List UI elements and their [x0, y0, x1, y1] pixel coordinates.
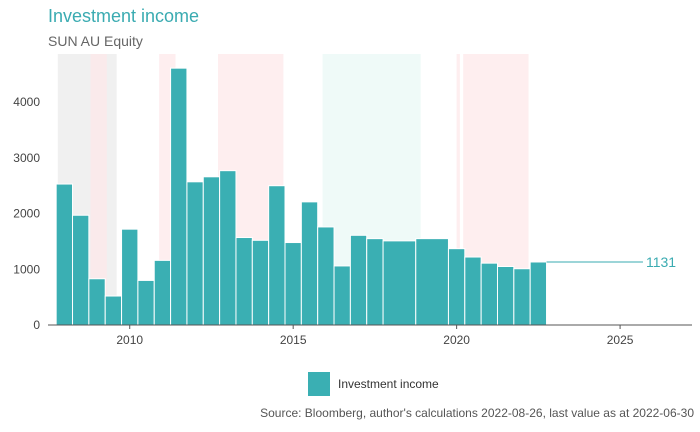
legend-swatch: [308, 372, 330, 396]
bar-3: [88, 278, 106, 326]
bar-2: [72, 214, 90, 326]
bar-28: [529, 261, 548, 326]
bar-1: [55, 183, 74, 326]
bar-23: [447, 248, 466, 326]
bar-15: [284, 242, 302, 326]
x-tick-label-2020: 2020: [443, 333, 470, 347]
bar-5: [121, 228, 139, 326]
bar-4: [104, 295, 123, 326]
bar-18: [333, 265, 351, 326]
bar-12: [235, 237, 253, 326]
y-tick-label-1000: 1000: [13, 262, 40, 276]
bar-13: [251, 239, 270, 326]
bar-26: [496, 266, 515, 326]
bar-24: [464, 256, 482, 326]
bar-6: [137, 279, 155, 326]
bar-19: [349, 234, 368, 326]
source-note: Source: Bloomberg, author's calculations…: [260, 406, 694, 420]
shaded-period-6: [456, 54, 460, 325]
x-tick-label-2025: 2025: [607, 333, 634, 347]
bar-series: [55, 67, 548, 326]
legend: Investment income: [308, 372, 439, 396]
shaded-period-2: [90, 54, 107, 325]
bar-21: [382, 240, 417, 326]
bar-17: [317, 226, 335, 326]
last-value-label: 1131: [646, 254, 676, 270]
bar-20: [366, 238, 384, 326]
bar-11: [219, 170, 237, 326]
chart-subtitle: SUN AU Equity: [48, 33, 143, 49]
y-axis-ticks: 0 1000 2000 3000 4000: [13, 95, 40, 332]
legend-label: Investment income: [338, 377, 439, 391]
y-tick-label-4000: 4000: [13, 95, 40, 109]
x-tick-label-2015: 2015: [280, 333, 307, 347]
chart-title: Investment income: [48, 6, 200, 26]
bar-7: [153, 259, 172, 326]
bar-27: [513, 268, 531, 326]
bar-25: [480, 262, 498, 326]
bar-8: [170, 67, 188, 326]
bar-14: [268, 185, 286, 326]
bar-9: [186, 181, 204, 326]
x-tick-label-2010: 2010: [116, 333, 143, 347]
bar-22: [415, 238, 449, 326]
bar-10: [202, 176, 221, 326]
x-axis-ticks: 2010 2015 2020 2025: [116, 325, 634, 347]
y-tick-label-0: 0: [33, 318, 40, 332]
y-tick-label-3000: 3000: [13, 151, 40, 165]
y-tick-label-2000: 2000: [13, 207, 40, 221]
bar-16: [300, 201, 319, 326]
